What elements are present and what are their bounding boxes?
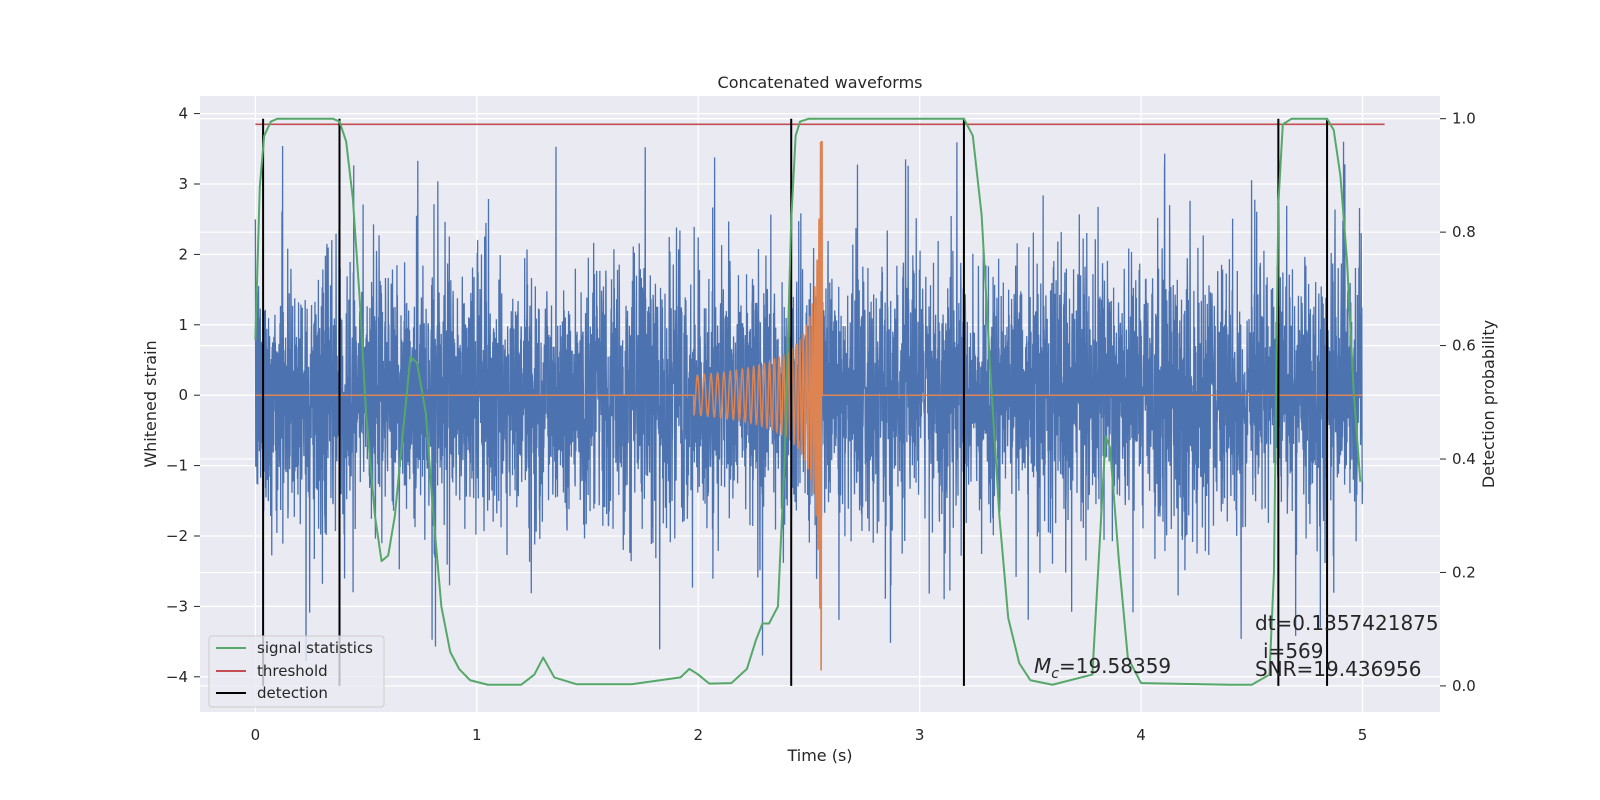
y2-axis-ticks: 0.0 0.2 0.4 0.6 0.8 1.0 [1440, 110, 1476, 695]
y-tick-label: 2 [178, 245, 188, 263]
y-tick-label: 1 [178, 316, 188, 334]
legend: signal statistics threshold detection [208, 635, 385, 708]
y-axis-ticks: −4 −3 −2 −1 0 1 2 3 4 [166, 105, 200, 686]
x-tick-label: 1 [472, 726, 482, 744]
template-series [255, 141, 1363, 671]
x-tick-label: 5 [1358, 726, 1368, 744]
y2-axis-label: Detection probability [1479, 320, 1498, 488]
y-tick-label: 3 [178, 175, 188, 193]
legend-box [208, 635, 385, 708]
y-tick-label: 4 [178, 105, 188, 123]
x-tick-label: 0 [251, 726, 261, 744]
y2-tick-label: 0.8 [1452, 223, 1476, 241]
y-axis-label: Whitened strain [141, 340, 160, 467]
signal-statistics-line [254, 117, 1362, 686]
y-tick-label: −2 [166, 527, 188, 545]
y2-tick-label: 0.6 [1452, 337, 1476, 355]
x-axis-label: Time (s) [786, 746, 852, 765]
legend-label-signal-statistics: signal statistics [257, 639, 373, 657]
x-tick-label: 2 [693, 726, 703, 744]
y2-tick-label: 0.4 [1452, 450, 1476, 468]
legend-label-threshold: threshold [257, 662, 328, 680]
y2-tick-label: 1.0 [1452, 110, 1476, 128]
legend-label-detection: detection [257, 684, 328, 702]
y2-tick-label: 0.0 [1452, 677, 1476, 695]
x-tick-label: 3 [915, 726, 925, 744]
annotation-mc: Mc=19.58359 [1034, 654, 1171, 682]
chart-title: Concatenated waveforms [718, 73, 923, 92]
annotation-dt: dt=0.1357421875 [1255, 611, 1439, 635]
y2-tick-label: 0.2 [1452, 563, 1476, 581]
y-tick-label: −3 [166, 597, 188, 615]
y-tick-label: −1 [166, 457, 188, 475]
y-tick-label: −4 [166, 668, 188, 686]
x-axis-ticks: 0 1 2 3 4 5 [251, 726, 1368, 744]
annotation-snr: SNR=19.436956 [1255, 657, 1421, 681]
y-tick-label: 0 [178, 386, 188, 404]
signal-statistics-series [254, 117, 1362, 686]
x-tick-label: 4 [1136, 726, 1146, 744]
annotation-index: i=569 [1263, 639, 1324, 663]
template-line [255, 141, 1363, 671]
